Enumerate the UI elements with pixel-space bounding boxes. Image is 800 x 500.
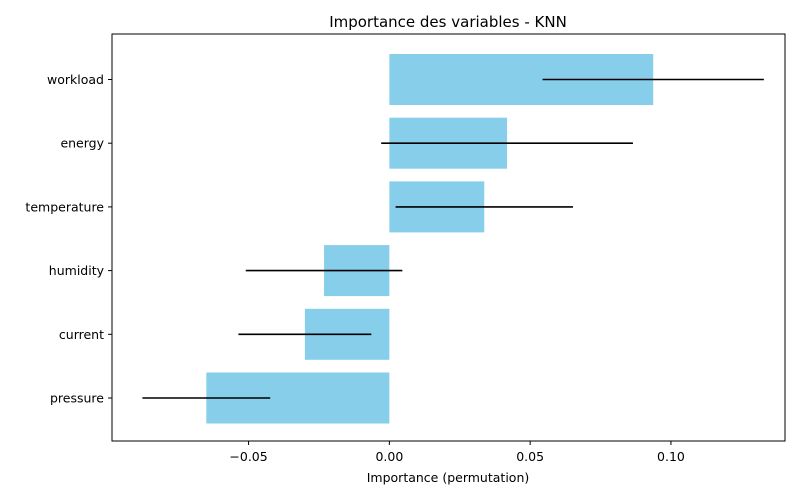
x-tick-label: 0.10 bbox=[657, 449, 685, 464]
y-tick-label-pressure: pressure bbox=[50, 391, 104, 406]
y-tick-label-humidity: humidity bbox=[49, 263, 105, 278]
x-tick-label: 0.00 bbox=[375, 449, 403, 464]
y-axis: workload energy temperature humidity current… bbox=[25, 72, 112, 406]
x-axis: −0.05 0.00 0.05 0.10 bbox=[229, 441, 685, 464]
y-tick-label-workload: workload bbox=[47, 72, 104, 87]
plot-frame bbox=[111, 33, 786, 442]
y-tick-label-energy: energy bbox=[60, 136, 104, 151]
x-axis-title: Importance (permutation) bbox=[367, 470, 530, 485]
x-tick-label: 0.05 bbox=[516, 449, 544, 464]
error-bars bbox=[142, 78, 764, 399]
x-tick-label: −0.05 bbox=[229, 449, 267, 464]
y-tick-label-current: current bbox=[59, 327, 104, 342]
chart-title: Importance des variables - KNN bbox=[329, 13, 567, 31]
y-tick-label-temperature: temperature bbox=[25, 199, 104, 214]
bars bbox=[206, 54, 654, 424]
